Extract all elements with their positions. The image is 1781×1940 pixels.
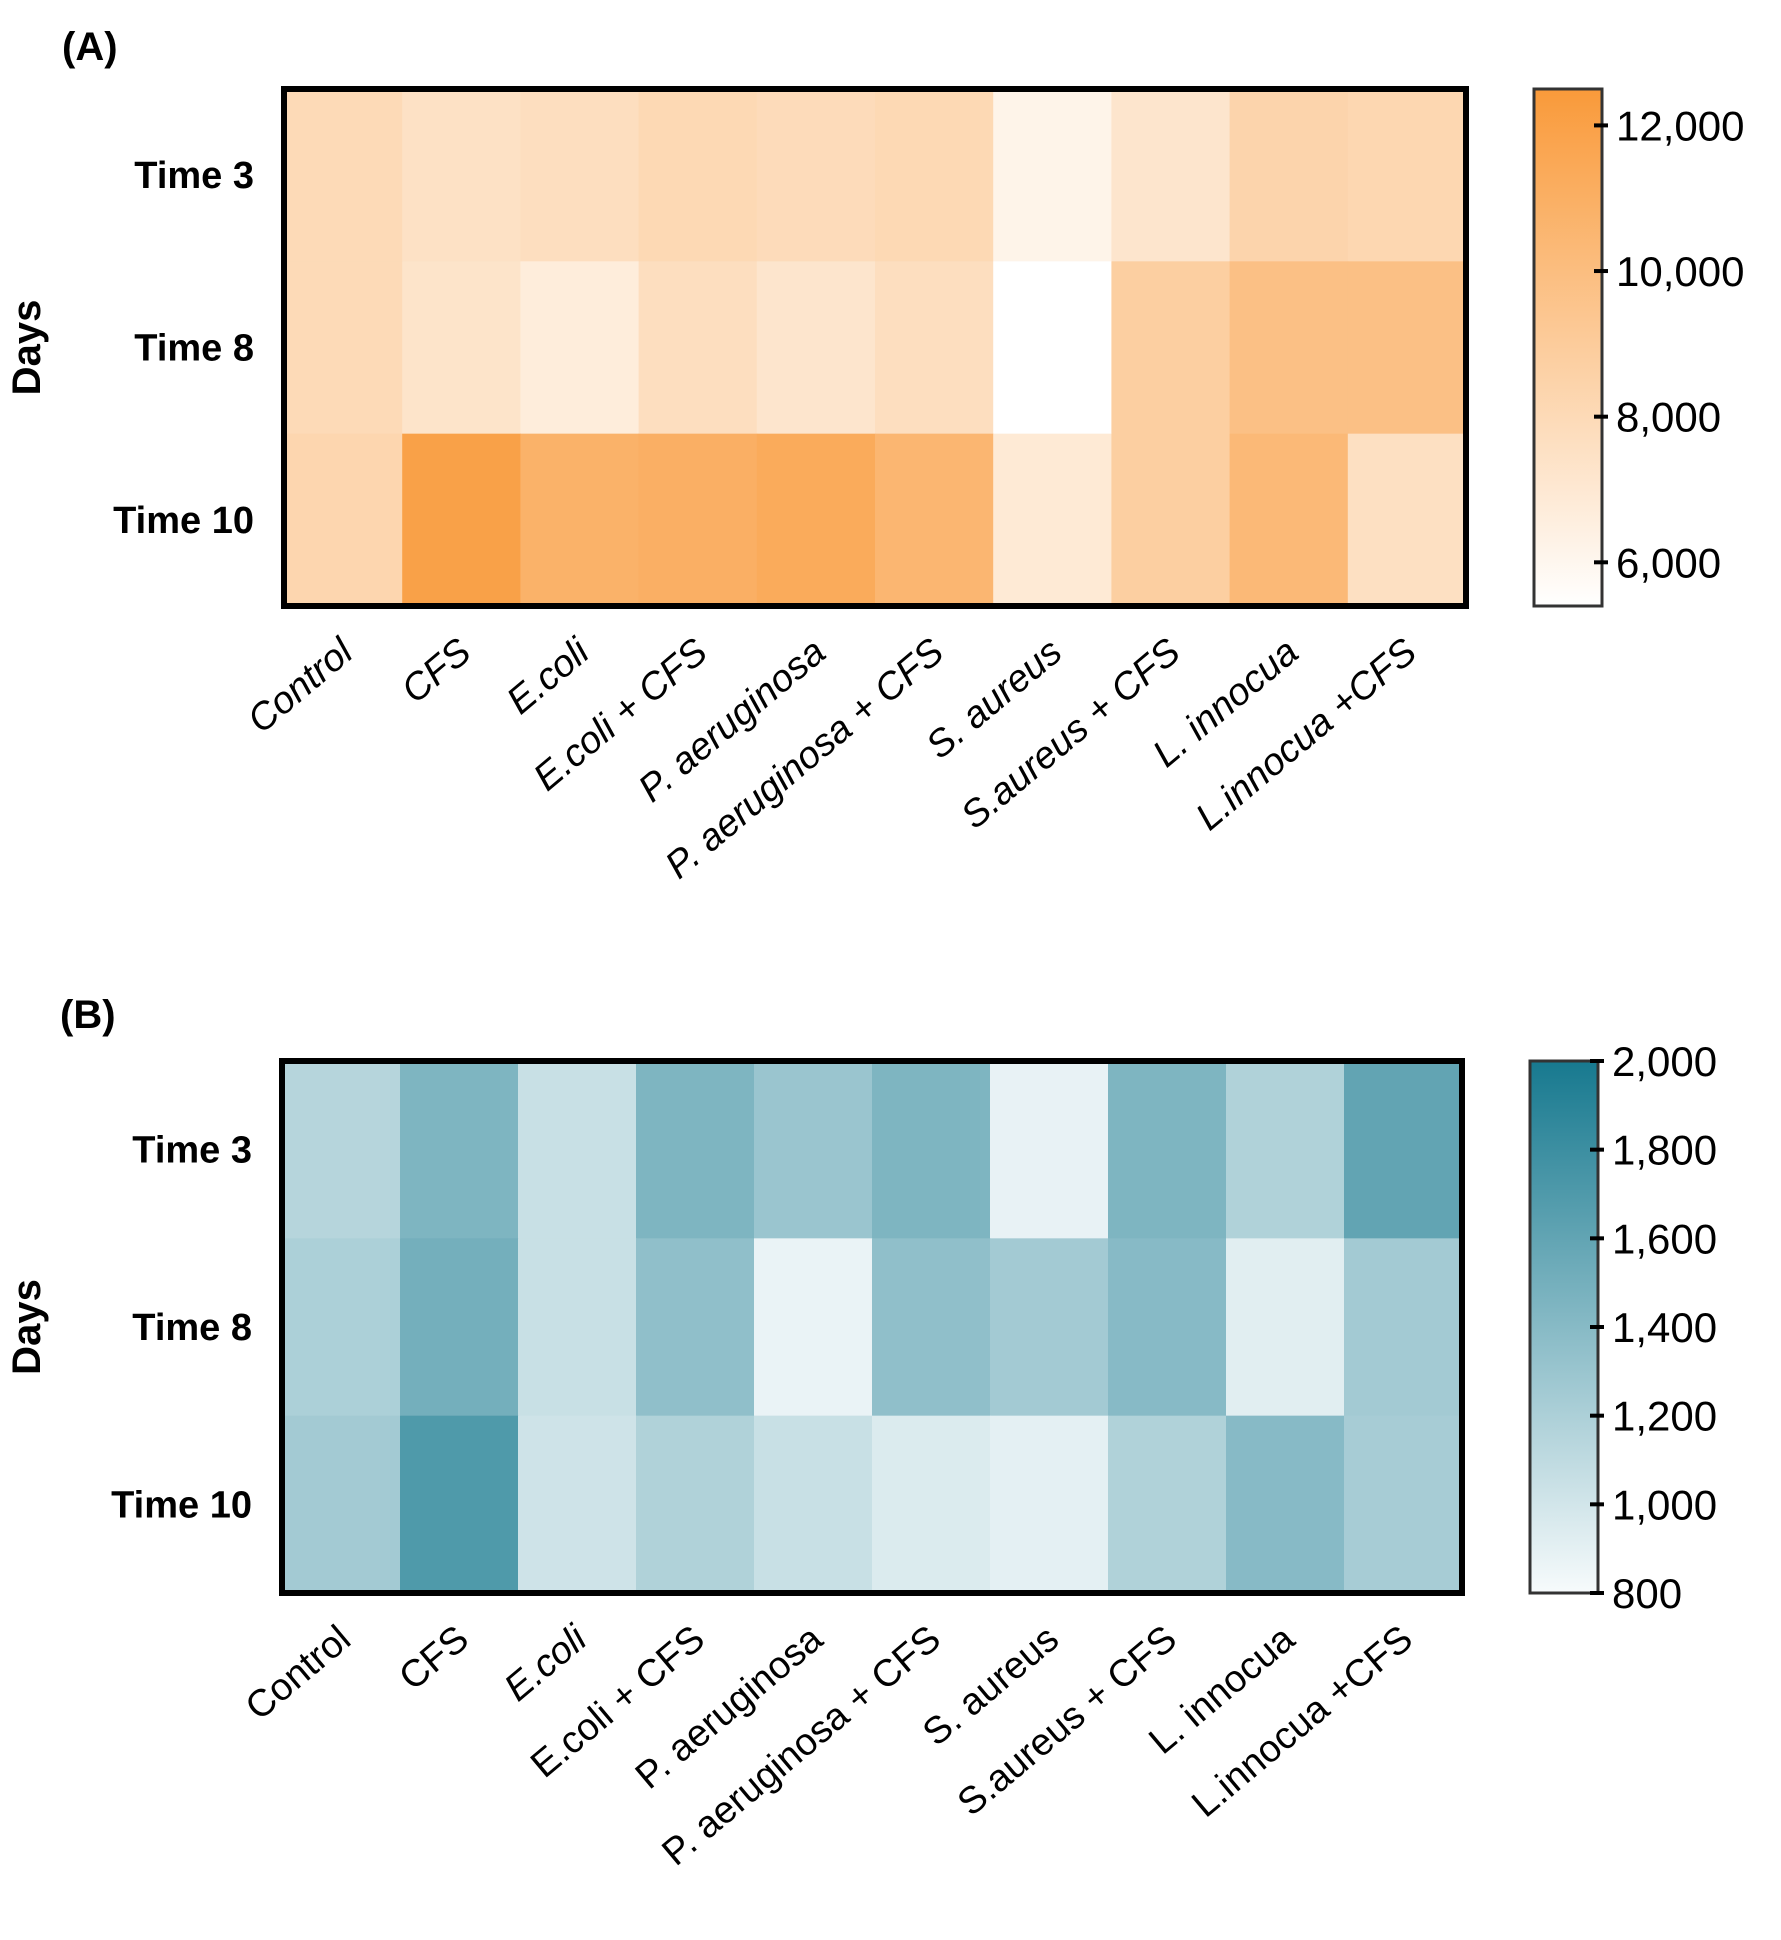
heatmap-cell	[402, 89, 521, 262]
heatmap-cell	[518, 1061, 637, 1239]
colorbar-tick-label: 10,000	[1616, 248, 1744, 295]
heatmap-cell	[1347, 89, 1467, 262]
column-label: S.aureus + CFS	[953, 631, 1188, 838]
column-label: L.innocua +CFS	[1184, 1618, 1421, 1826]
column-label: CFS	[392, 1618, 477, 1699]
column-label: E.coli	[499, 630, 598, 723]
heatmap-cell	[636, 1061, 755, 1239]
heatmap-cell	[872, 1238, 991, 1417]
heatmap-cell	[1344, 1415, 1463, 1594]
heatmap-cell	[1111, 89, 1231, 262]
heatmap-cell	[1108, 1061, 1227, 1239]
heatmap-cell	[1111, 433, 1231, 607]
heatmap-cell	[754, 1415, 873, 1594]
heatmap-cell	[638, 89, 758, 262]
heatmap-frame	[279, 1058, 1465, 1596]
colorbar-tick-label: 1,600	[1612, 1215, 1717, 1262]
heatmap-cell	[756, 261, 876, 435]
heatmap-cell	[638, 261, 758, 435]
heatmap-cell	[754, 1238, 873, 1417]
heatmap-cell	[875, 433, 994, 607]
row-label: Time 8	[134, 328, 254, 370]
heatmap-cell	[1108, 1415, 1227, 1594]
column-label: E.coli	[497, 1617, 596, 1710]
heatmap-cell	[872, 1061, 991, 1239]
heatmap-cell	[518, 1415, 637, 1594]
heatmap-cell	[402, 261, 521, 435]
heatmap-cell	[1229, 261, 1349, 435]
heatmap-cell	[993, 89, 1112, 262]
heatmap-cell	[400, 1415, 519, 1594]
heatmap-cell	[993, 261, 1112, 435]
colorbar	[1528, 1059, 1600, 1595]
heatmap-cell	[520, 433, 640, 607]
colorbar-tick-label: 1,000	[1612, 1481, 1717, 1528]
colorbar-tick-label: 800	[1612, 1570, 1682, 1617]
heatmap-cell	[518, 1238, 637, 1417]
heatmap-cell	[875, 89, 994, 262]
heatmap-cell	[1226, 1415, 1345, 1594]
heatmap-cell	[990, 1238, 1109, 1417]
heatmap-cell	[638, 433, 758, 607]
heatmap-cell	[636, 1238, 755, 1417]
column-label: Control	[240, 630, 362, 742]
heatmap-frame	[281, 86, 1469, 609]
heatmap-cell	[520, 261, 640, 435]
heatmap-cell	[1226, 1061, 1345, 1239]
heatmap-cell	[282, 1238, 401, 1417]
colorbar-tick-label: 8,000	[1616, 394, 1721, 441]
column-label: L.innocua +CFS	[1188, 631, 1425, 839]
heatmap-cell	[1108, 1238, 1227, 1417]
colorbar-tick-label: 1,800	[1612, 1127, 1717, 1174]
heatmap-cell	[1229, 433, 1349, 607]
heatmap-cell	[875, 261, 994, 435]
heatmap-cell	[520, 89, 640, 262]
column-label: CFS	[394, 631, 479, 712]
colorbar-tick-label: 12,000	[1616, 102, 1744, 149]
panel-label: (A)	[62, 25, 118, 69]
heatmap-cell	[872, 1415, 991, 1594]
heatmap-cell	[400, 1061, 519, 1239]
panel-label: (B)	[60, 993, 116, 1037]
heatmap-cell	[1111, 261, 1231, 435]
heatmap-cell	[284, 261, 403, 435]
heatmap-cell	[754, 1061, 873, 1239]
y-axis-label: Days	[5, 1279, 49, 1375]
row-label: Time 10	[111, 1484, 252, 1526]
heatmap-cell	[756, 433, 876, 607]
heatmap-cell	[284, 89, 403, 262]
heatmap-cell	[990, 1415, 1109, 1594]
heatmap-cell	[1344, 1061, 1463, 1239]
heatmap-cell	[1229, 89, 1349, 262]
heatmap-cell	[1344, 1238, 1463, 1417]
y-axis-label: Days	[5, 300, 49, 396]
colorbar	[1532, 87, 1604, 608]
colorbar-tick-label: 6,000	[1616, 539, 1721, 586]
heatmap-cell	[1226, 1238, 1345, 1417]
row-label: Time 3	[134, 155, 254, 197]
column-label: Control	[238, 1618, 359, 1729]
row-label: Time 3	[132, 1130, 252, 1172]
row-label: Time 10	[113, 500, 254, 542]
heatmap-cell	[993, 433, 1112, 607]
heatmap-cell	[402, 433, 521, 607]
colorbar-tick-label: 2,000	[1612, 1038, 1717, 1085]
heatmap-cell	[282, 1415, 401, 1594]
row-label: Time 8	[132, 1307, 252, 1349]
colorbar-tick-label: 1,400	[1612, 1304, 1717, 1351]
colorbar-tick-label: 1,200	[1612, 1393, 1717, 1440]
heatmap-cell	[636, 1415, 755, 1594]
heatmap-cell	[756, 89, 876, 262]
heatmap-cell	[1347, 261, 1467, 435]
heatmap-cell	[284, 433, 403, 607]
column-label: S.aureus + CFS	[950, 1618, 1185, 1825]
heatmap-cell	[990, 1061, 1109, 1239]
heatmap-cell	[282, 1061, 401, 1239]
heatmap-cell	[1347, 433, 1467, 607]
heatmap-cell	[400, 1238, 519, 1417]
